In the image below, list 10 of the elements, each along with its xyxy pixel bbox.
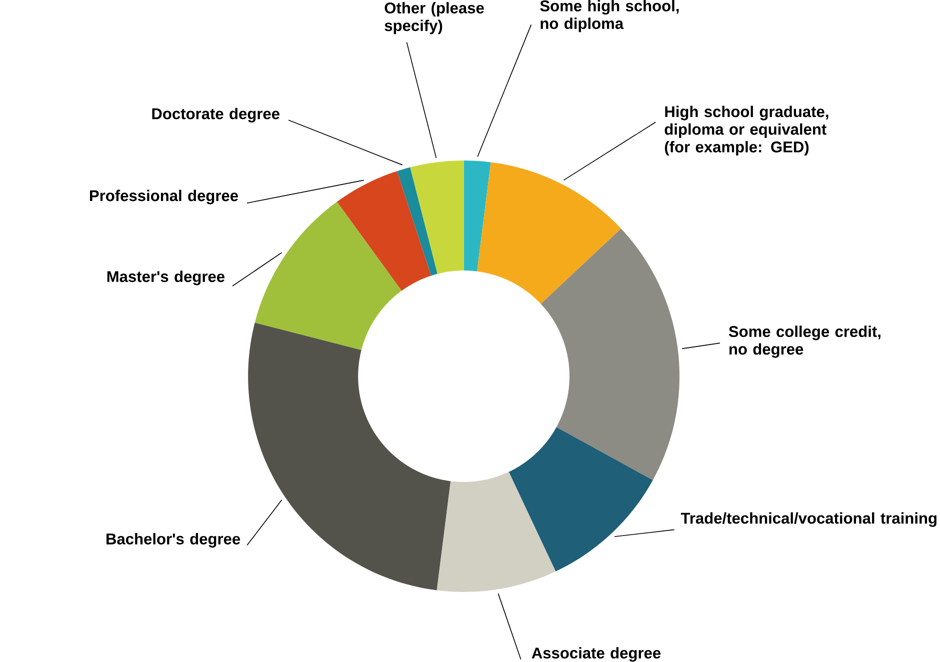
slice-label: Some college credit, no degree [728,326,880,358]
slice-label: High school graduate, diploma or equivalent (for example: GED) [664,106,828,156]
slice-label: Trade/technical/vocational training [680,512,936,528]
slice-label: Professional degree [90,190,238,204]
slice-label: Master's degree [107,270,224,286]
slice-label: Bachelor's degree [106,533,240,548]
slice-label: Some high school, no diploma [540,0,679,32]
slice-label: Associate degree [532,647,661,662]
slice-label: Other (please specify) [384,2,484,34]
slice-label: Doctorate degree [152,108,280,123]
